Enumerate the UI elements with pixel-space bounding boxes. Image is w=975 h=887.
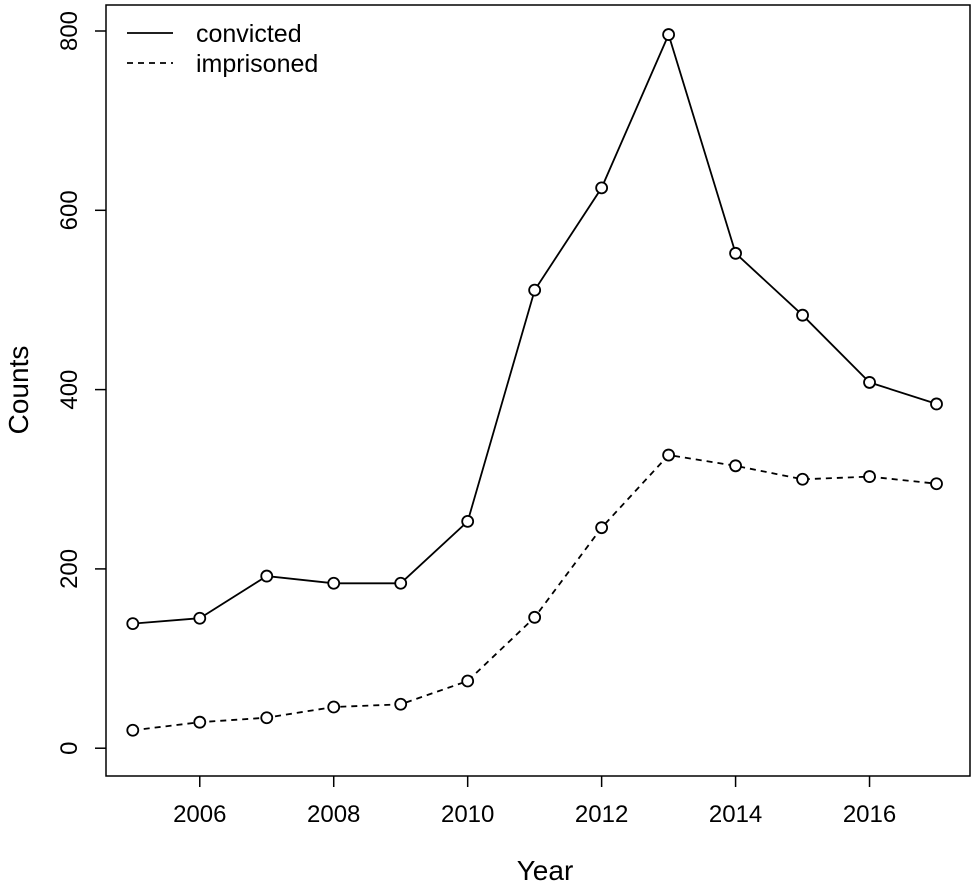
data-point-convicted xyxy=(528,283,542,297)
x-tick-label: 2014 xyxy=(709,801,762,828)
data-point-convicted xyxy=(662,28,676,41)
series-convicted xyxy=(126,28,943,630)
y-tick-label: 0 xyxy=(56,742,83,755)
data-point-imprisoned xyxy=(930,477,943,491)
data-point-imprisoned xyxy=(394,697,408,711)
x-tick-label: 2016 xyxy=(843,801,896,828)
y-tick-label: 600 xyxy=(56,190,83,230)
y-axis: 0 200 400 600 800 xyxy=(56,11,106,755)
data-point-imprisoned xyxy=(595,521,609,535)
data-point-imprisoned xyxy=(126,723,140,737)
series-line-imprisoned xyxy=(132,454,937,732)
plot-frame xyxy=(105,4,971,777)
data-point-convicted xyxy=(327,576,341,590)
data-point-convicted xyxy=(126,617,140,630)
y-tick-label: 800 xyxy=(56,11,83,51)
series-layer xyxy=(126,28,943,737)
data-point-convicted xyxy=(930,397,943,411)
data-point-imprisoned xyxy=(193,715,207,729)
data-point-convicted xyxy=(729,246,742,260)
data-point-imprisoned xyxy=(260,711,274,725)
data-point-convicted xyxy=(796,308,809,322)
data-point-convicted xyxy=(394,576,408,590)
data-point-convicted xyxy=(260,569,274,583)
x-tick-label: 2008 xyxy=(307,801,360,828)
data-point-convicted xyxy=(461,514,475,528)
x-tick-label: 2012 xyxy=(575,801,628,828)
y-tick-label: 400 xyxy=(56,370,83,410)
legend-label-imprisoned: imprisoned xyxy=(196,50,318,78)
data-point-convicted xyxy=(595,181,609,195)
legend-label-convicted: convicted xyxy=(196,20,302,48)
data-point-imprisoned xyxy=(528,610,542,624)
data-point-convicted xyxy=(863,376,876,389)
legend: convicted imprisoned xyxy=(127,20,318,78)
data-point-convicted xyxy=(193,611,207,625)
y-axis-title: Counts xyxy=(3,346,34,435)
x-tick-label: 2010 xyxy=(441,801,494,828)
data-point-imprisoned xyxy=(461,674,475,688)
data-point-imprisoned xyxy=(796,472,809,486)
x-axis: 2006 2008 2010 2012 2014 2016 xyxy=(173,776,896,828)
y-tick-label: 200 xyxy=(56,549,83,589)
data-point-imprisoned xyxy=(729,459,742,473)
data-point-imprisoned xyxy=(863,470,876,483)
x-axis-title: Year xyxy=(517,855,574,886)
data-point-imprisoned xyxy=(327,700,341,714)
series-line-convicted xyxy=(132,32,937,625)
data-point-imprisoned xyxy=(662,448,676,462)
series-imprisoned xyxy=(126,448,943,737)
x-tick-label: 2006 xyxy=(173,801,226,828)
